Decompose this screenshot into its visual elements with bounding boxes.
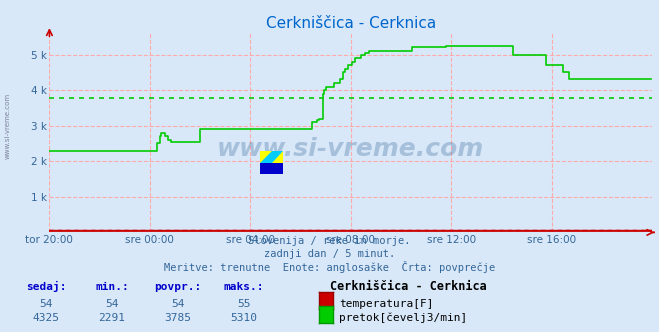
Text: min.:: min.: (95, 283, 129, 292)
Bar (272, 151, 283, 163)
Polygon shape (260, 151, 272, 163)
Text: 54: 54 (105, 299, 119, 309)
Text: Meritve: trenutne  Enote: anglosaške  Črta: povprečje: Meritve: trenutne Enote: anglosaške Črta… (164, 261, 495, 273)
Text: 54: 54 (40, 299, 53, 309)
Text: maks.:: maks.: (223, 283, 264, 292)
Text: 54: 54 (171, 299, 185, 309)
Text: 3785: 3785 (165, 313, 191, 323)
Text: 5310: 5310 (231, 313, 257, 323)
Text: Cerkniščica - Cerknica: Cerkniščica - Cerknica (330, 281, 486, 293)
Text: zadnji dan / 5 minut.: zadnji dan / 5 minut. (264, 249, 395, 259)
Text: 55: 55 (237, 299, 250, 309)
Text: Slovenija / reke in morje.: Slovenija / reke in morje. (248, 236, 411, 246)
Bar (260, 163, 283, 174)
Text: 2291: 2291 (99, 313, 125, 323)
Text: www.si-vreme.com: www.si-vreme.com (5, 93, 11, 159)
Text: www.si-vreme.com: www.si-vreme.com (217, 137, 484, 161)
Text: pretok[čevelj3/min]: pretok[čevelj3/min] (339, 313, 468, 323)
Text: sedaj:: sedaj: (26, 282, 67, 292)
Text: povpr.:: povpr.: (154, 283, 202, 292)
Title: Cerkniščica - Cerknica: Cerkniščica - Cerknica (266, 16, 436, 31)
Text: 4325: 4325 (33, 313, 59, 323)
Polygon shape (272, 151, 283, 163)
Bar (260, 151, 272, 163)
Text: temperatura[F]: temperatura[F] (339, 299, 434, 309)
